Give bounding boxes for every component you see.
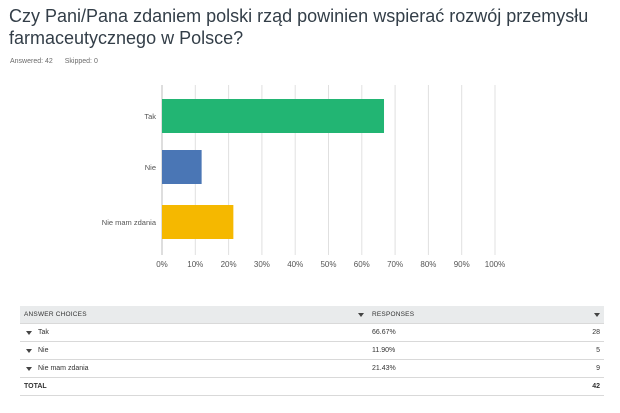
x-tick-label: 0% xyxy=(156,260,168,269)
expand-caret-icon[interactable] xyxy=(26,331,32,335)
answer-choices-header-label: ANSWER CHOICES xyxy=(24,311,87,318)
x-tick-label: 60% xyxy=(354,260,370,269)
total-row: TOTAL 42 xyxy=(20,377,604,396)
responses-table: ANSWER CHOICES RESPONSES Tak 66.67% 28 N… xyxy=(20,306,604,396)
choice-cell[interactable]: Nie mam zdania xyxy=(20,359,368,378)
percent-cell: 11.90% xyxy=(368,341,526,360)
category-label: Nie xyxy=(145,163,156,172)
bar[interactable] xyxy=(162,99,385,133)
x-tick-label: 80% xyxy=(420,260,436,269)
count-cell: 9 xyxy=(525,359,604,378)
x-tick-label: 20% xyxy=(221,260,237,269)
table-row: Nie 11.90% 5 xyxy=(20,341,604,360)
answered-count: Answered: 42 xyxy=(10,58,53,65)
bar-chart: 0% 10% 20% 30% 40% 50% 60% 70% 80% 90% 100% Tak Nie N… xyxy=(102,85,505,269)
count-cell: 5 xyxy=(525,341,604,360)
answer-choices-header[interactable]: ANSWER CHOICES xyxy=(20,306,368,324)
x-tick-label: 30% xyxy=(254,260,270,269)
category-label: Nie mam zdania xyxy=(102,218,157,227)
response-meta: Answered: 42 Skipped: 0 xyxy=(10,58,108,65)
count-cell: 28 xyxy=(525,323,604,342)
sort-caret-icon[interactable] xyxy=(594,312,600,317)
question-title: Czy Pani/Pana zdaniem polski rząd powini… xyxy=(9,6,589,48)
table-row: Nie mam zdania 21.43% 9 xyxy=(20,359,604,378)
choice-label: Tak xyxy=(38,329,49,336)
bar[interactable] xyxy=(162,205,234,239)
choice-cell[interactable]: Nie xyxy=(20,341,368,360)
responses-header[interactable]: RESPONSES xyxy=(368,306,604,324)
x-tick-label: 10% xyxy=(187,260,203,269)
x-tick-label: 40% xyxy=(287,260,303,269)
percent-cell: 21.43% xyxy=(368,359,526,378)
expand-caret-icon[interactable] xyxy=(26,349,32,353)
choice-label: Nie mam zdania xyxy=(38,365,89,372)
choice-cell[interactable]: Tak xyxy=(20,323,368,342)
responses-header-label: RESPONSES xyxy=(372,311,415,318)
total-label: TOTAL xyxy=(20,377,368,396)
x-tick-label: 70% xyxy=(387,260,403,269)
table-header-row: ANSWER CHOICES RESPONSES xyxy=(20,306,604,324)
expand-caret-icon[interactable] xyxy=(26,367,32,371)
sort-caret-icon[interactable] xyxy=(358,312,364,317)
bar[interactable] xyxy=(162,150,202,184)
table-row: Tak 66.67% 28 xyxy=(20,323,604,342)
skipped-count: Skipped: 0 xyxy=(64,58,98,65)
x-tick-label: 90% xyxy=(454,260,470,269)
total-value: 42 xyxy=(525,377,604,396)
choice-label: Nie xyxy=(38,347,49,354)
x-tick-label: 50% xyxy=(320,260,336,269)
category-label: Tak xyxy=(144,112,156,121)
x-tick-label: 100% xyxy=(485,260,505,269)
percent-cell: 66.67% xyxy=(368,323,526,342)
